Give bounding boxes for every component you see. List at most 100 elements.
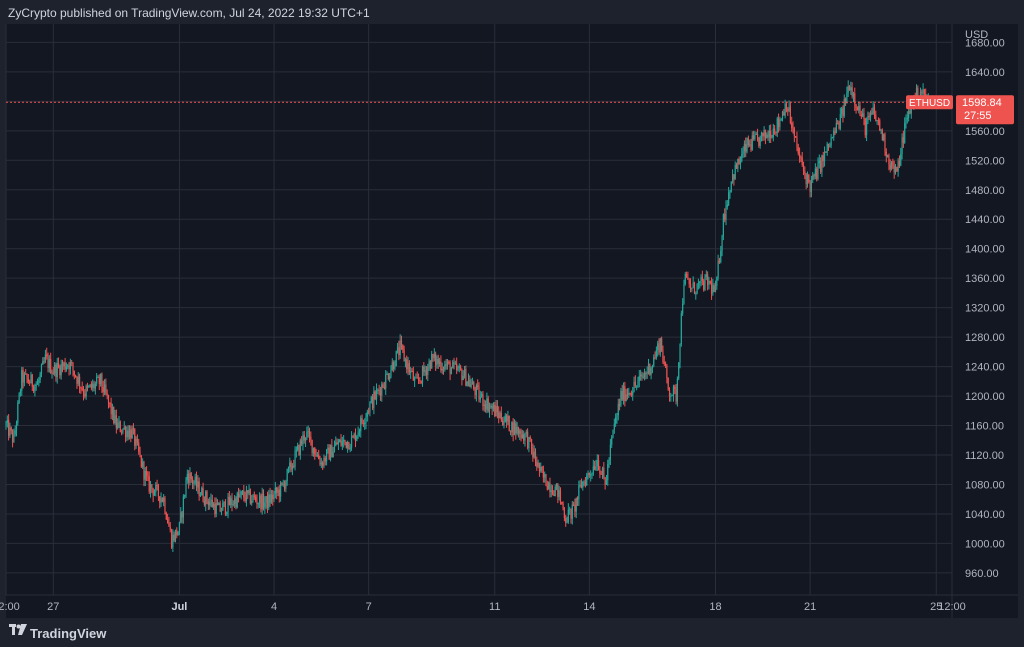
candle [917, 87, 919, 102]
candle [371, 397, 374, 409]
candle [482, 393, 484, 406]
candle [245, 490, 248, 501]
candle [173, 534, 175, 541]
candle [94, 383, 96, 389]
candle [641, 374, 643, 378]
candle [276, 487, 278, 493]
candle [822, 155, 824, 162]
candle [306, 431, 308, 438]
candle [512, 422, 514, 436]
candle [701, 277, 703, 281]
candle [729, 191, 731, 193]
candle [244, 497, 246, 501]
candle [737, 158, 739, 169]
candle [755, 134, 757, 136]
candle [643, 373, 646, 377]
candle [852, 93, 855, 97]
candle [521, 434, 523, 439]
candle [240, 491, 242, 496]
candle [576, 498, 579, 500]
candle [584, 481, 587, 486]
candle [357, 432, 359, 436]
last-price-tag[interactable]: 1598.84 27:55 [956, 95, 1014, 125]
candle [80, 387, 82, 389]
candle [622, 386, 625, 400]
candle [567, 509, 569, 523]
candle [885, 151, 887, 157]
candle [111, 407, 114, 415]
candle [787, 109, 789, 111]
candle [143, 461, 145, 480]
brand-label[interactable]: TradingView [30, 626, 107, 641]
candle [92, 383, 94, 388]
candle [51, 372, 53, 374]
candle [843, 98, 845, 116]
candle [743, 143, 746, 152]
candle [474, 389, 476, 396]
candles [5, 80, 929, 552]
candle [202, 488, 204, 502]
candle [299, 440, 301, 455]
candle [103, 384, 106, 393]
candle [191, 479, 194, 484]
candle [446, 361, 449, 366]
chart-frame[interactable] [6, 24, 1018, 618]
candle [810, 180, 813, 192]
candle [919, 92, 922, 98]
candle [528, 437, 530, 449]
candle [820, 160, 822, 172]
candle [478, 387, 480, 400]
tradingview-logo-icon[interactable] [9, 624, 27, 636]
candle [898, 161, 901, 166]
candle [436, 358, 438, 366]
candle [664, 363, 667, 366]
candle [325, 450, 328, 462]
candle [212, 503, 215, 508]
candle [223, 501, 225, 504]
candle [544, 474, 546, 478]
candle [257, 503, 259, 505]
candle [813, 175, 815, 177]
candle [569, 508, 571, 510]
candle [252, 495, 254, 501]
candle [198, 481, 200, 497]
candle [877, 120, 880, 122]
candle [134, 429, 136, 446]
candle [529, 437, 531, 440]
candle [295, 449, 297, 452]
candle [131, 428, 133, 439]
candle [19, 391, 22, 394]
candle [218, 503, 220, 506]
candle [420, 380, 422, 383]
y-tick-label: 1560.00 [965, 126, 1005, 138]
candle [751, 135, 753, 150]
candle [287, 467, 290, 470]
candle [174, 529, 177, 541]
candle [128, 429, 131, 438]
candle [499, 412, 501, 418]
candle [682, 303, 684, 314]
symbol-tag[interactable]: ETHUSD [906, 95, 953, 110]
candle [558, 490, 560, 497]
candle [46, 354, 48, 357]
y-axis[interactable]: USD 960.00 1000.00 1040.00 1080.00 1120.00 11… [965, 29, 1005, 580]
candle [466, 381, 468, 386]
candle [563, 509, 566, 519]
candle [457, 368, 459, 371]
candle [812, 175, 814, 181]
candle [373, 391, 375, 409]
candle [239, 495, 241, 497]
candle [650, 368, 652, 375]
candle [524, 433, 526, 441]
candle [360, 418, 362, 432]
candle [580, 484, 583, 488]
x-tick-label: 27 [47, 601, 59, 613]
y-tick-label: 960.00 [965, 568, 999, 580]
candle [735, 164, 738, 169]
candle [294, 451, 296, 467]
candle [775, 132, 777, 134]
candle [688, 279, 690, 285]
candle [691, 287, 693, 290]
